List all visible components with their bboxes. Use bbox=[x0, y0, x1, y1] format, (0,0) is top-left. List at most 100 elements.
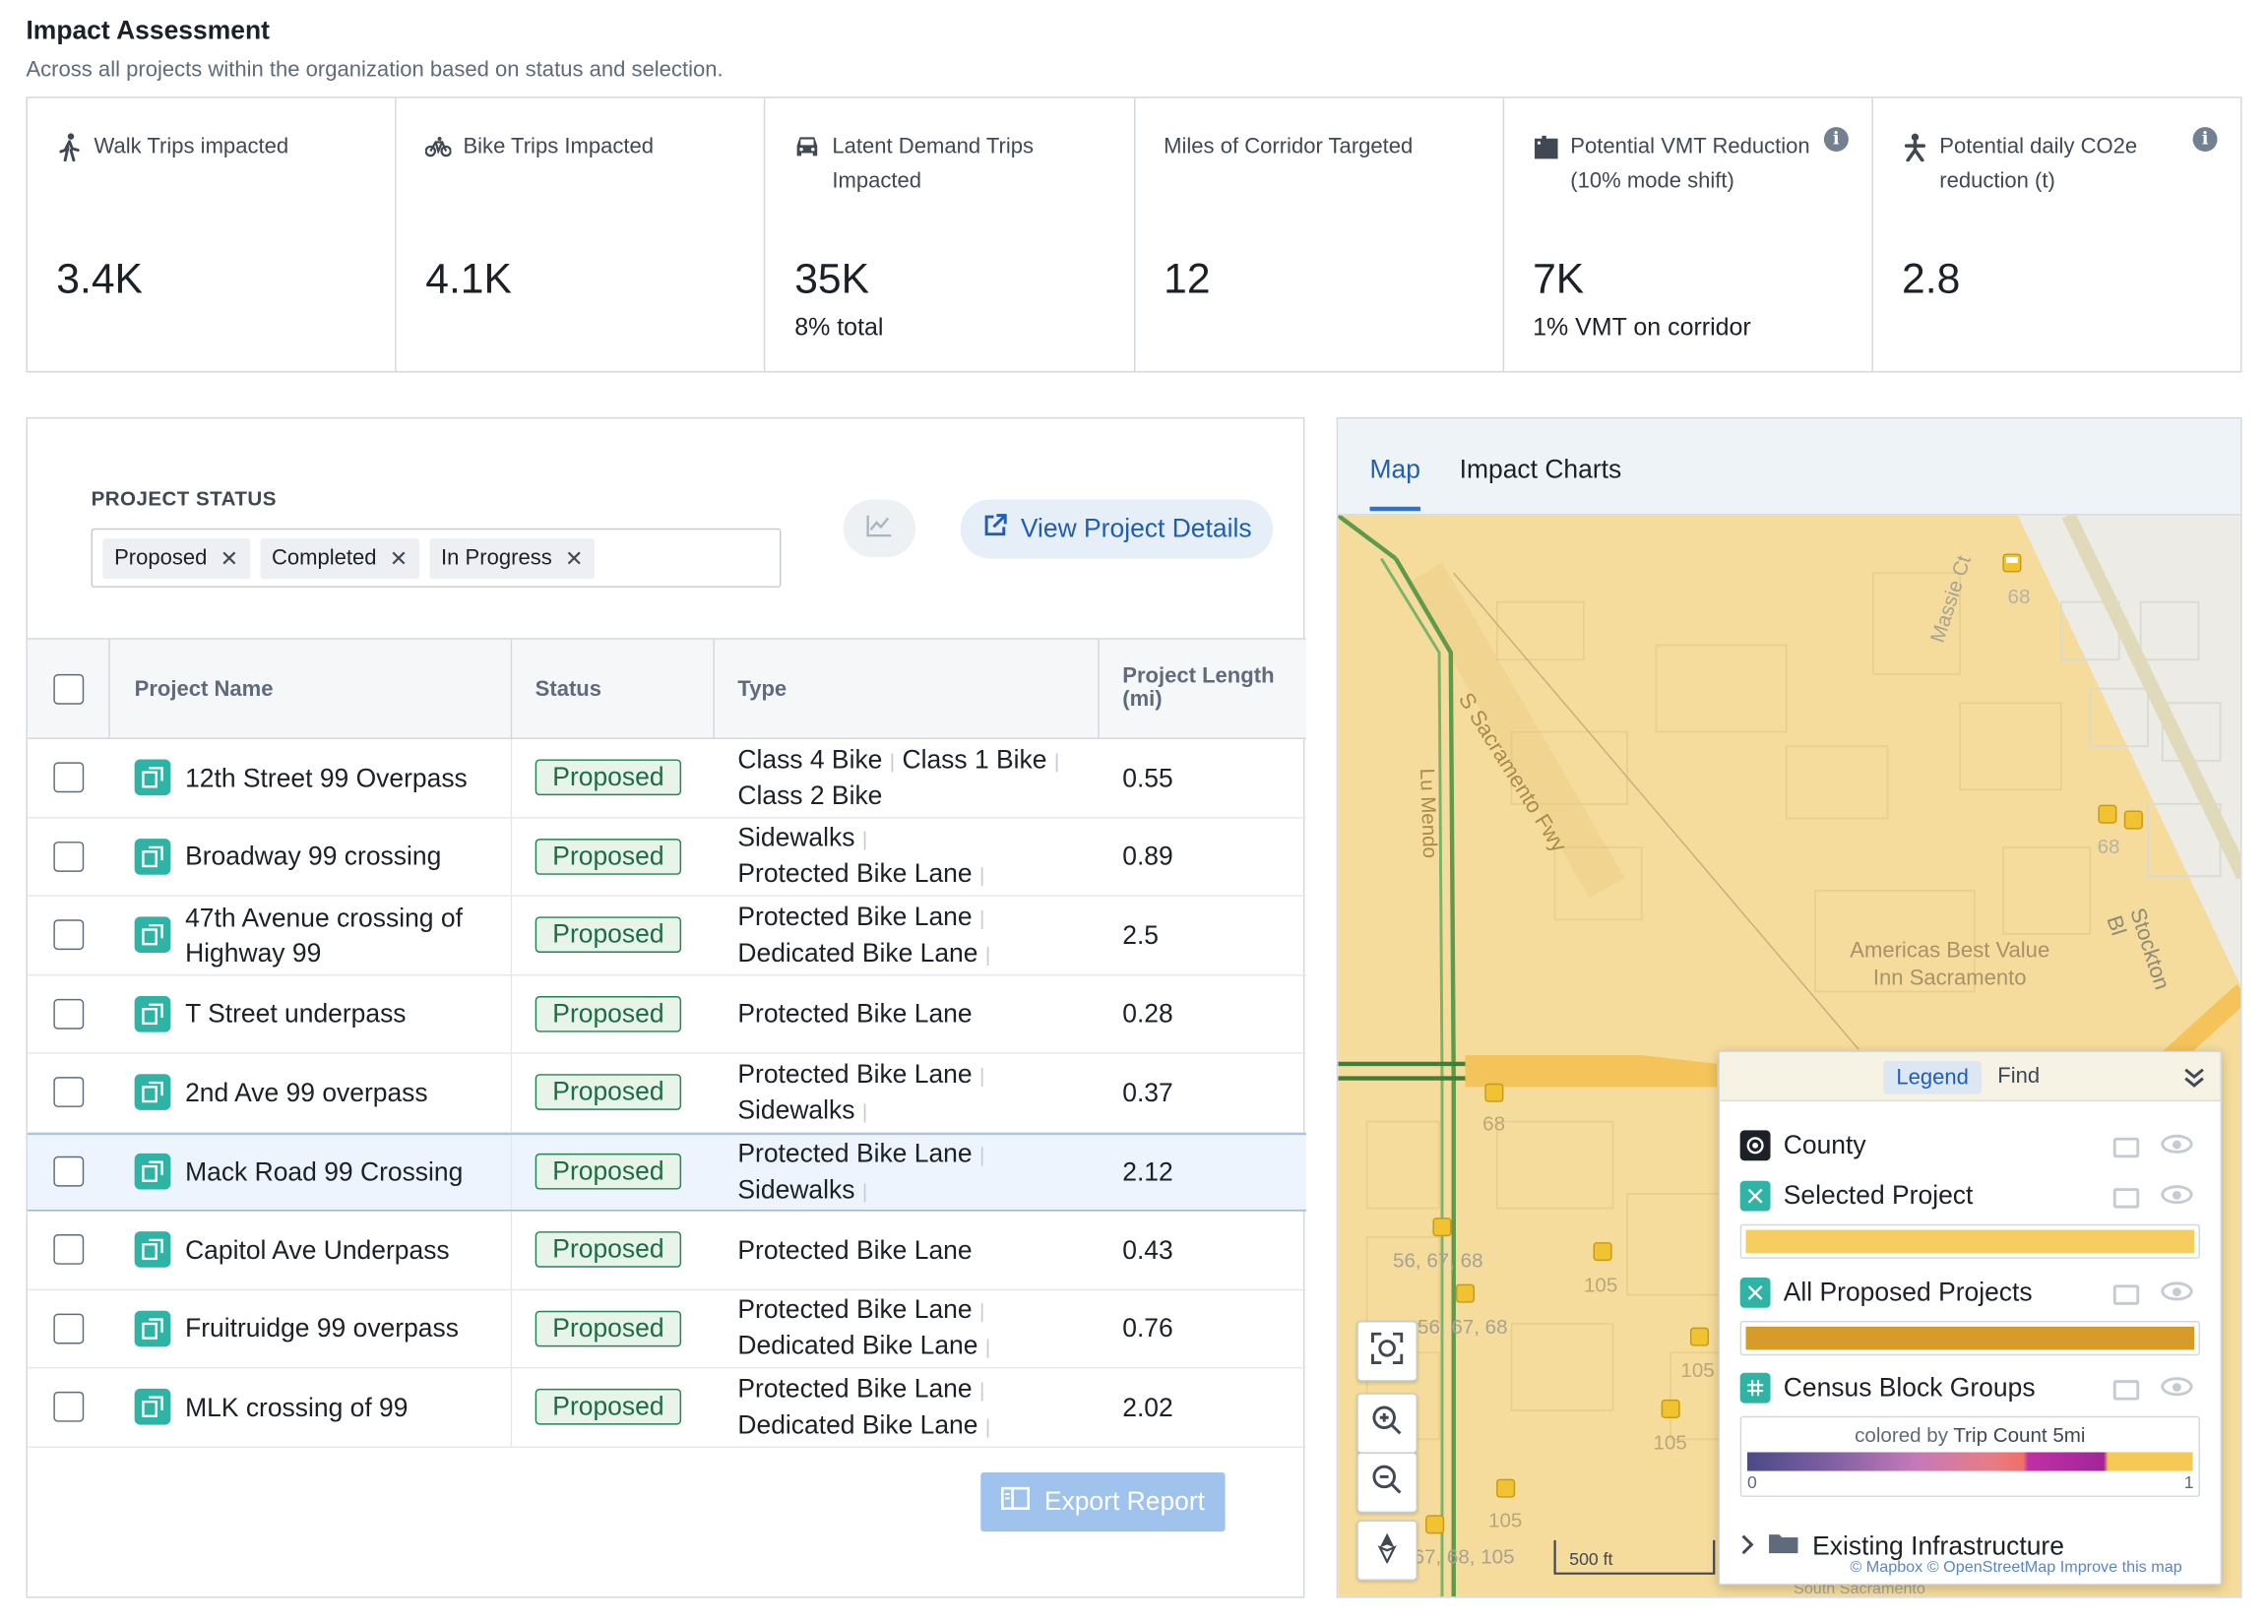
status-badge: Proposed bbox=[535, 1231, 682, 1269]
route-label: 105 bbox=[1653, 1430, 1687, 1454]
lock-icon[interactable] bbox=[2112, 1188, 2140, 1209]
active-tab-indicator bbox=[1369, 506, 1420, 512]
row-checkbox[interactable] bbox=[52, 998, 84, 1030]
table-row[interactable]: 2nd Ave 99 overpass Proposed Protected Bik… bbox=[27, 1053, 1306, 1133]
project-type: Sidewalks bbox=[737, 823, 855, 852]
project-length: 0.55 bbox=[1122, 763, 1173, 792]
tab-impact-charts[interactable]: Impact Charts bbox=[1459, 455, 1622, 484]
column-project-name[interactable]: Project Name bbox=[108, 639, 510, 738]
eye-icon[interactable] bbox=[2161, 1281, 2193, 1301]
row-checkbox[interactable] bbox=[52, 762, 84, 793]
table-row[interactable]: Fruitruidge 99 overpass Proposed Protected… bbox=[27, 1289, 1306, 1369]
table-row[interactable]: Capitol Ave Underpass Proposed Protected B… bbox=[27, 1211, 1306, 1290]
project-type: Protected Bike Lane bbox=[737, 902, 973, 931]
export-report-button[interactable]: Export Report bbox=[980, 1472, 1226, 1532]
row-checkbox[interactable] bbox=[52, 841, 84, 872]
fit-bounds-button[interactable] bbox=[1356, 1321, 1418, 1382]
eye-icon[interactable] bbox=[2161, 1134, 2193, 1154]
collapse-icon[interactable] bbox=[2182, 1065, 2206, 1095]
compass-button[interactable] bbox=[1356, 1520, 1418, 1582]
separator: | bbox=[984, 1336, 991, 1359]
project-name[interactable]: Fruitruidge 99 overpass bbox=[185, 1314, 459, 1343]
table-row[interactable]: Mack Road 99 Crossing Proposed Protected B… bbox=[27, 1132, 1306, 1212]
tab-find[interactable]: Find bbox=[1997, 1063, 2041, 1089]
project-name[interactable]: Mack Road 99 Crossing bbox=[185, 1156, 464, 1187]
project-type: Protected Bike Lane bbox=[737, 1373, 973, 1404]
bus-stop-icon[interactable] bbox=[1494, 1478, 1520, 1504]
info-icon[interactable]: i bbox=[1823, 127, 1849, 153]
project-name[interactable]: T Street underpass bbox=[185, 999, 407, 1029]
route-label: 68 bbox=[1482, 1111, 1506, 1135]
legend-layer-selected-project[interactable]: Selected Project bbox=[1739, 1178, 1973, 1213]
project-name[interactable]: 47th Avenue crossing of Highway 99 bbox=[185, 903, 463, 968]
legend-group-existing-infrastructure[interactable]: Existing Infrastructure bbox=[1740, 1529, 2064, 1563]
row-checkbox[interactable] bbox=[52, 919, 84, 951]
metrics-row: Walk Trips impacted 3.4K Bike Trips Impa… bbox=[26, 96, 2242, 373]
bus-stop-icon[interactable] bbox=[1454, 1283, 1480, 1309]
table-row[interactable]: MLK crossing of 99 Proposed Protected Bike… bbox=[27, 1368, 1306, 1448]
project-icon bbox=[134, 995, 171, 1032]
tab-legend[interactable]: Legend bbox=[1883, 1061, 1983, 1094]
project-type: Protected Bike Lane bbox=[737, 1235, 973, 1265]
separator: | bbox=[978, 863, 985, 887]
project-layer-icon bbox=[1739, 1277, 1771, 1308]
legend-layer-county[interactable]: County bbox=[1739, 1127, 1866, 1161]
project-name[interactable]: Capitol Ave Underpass bbox=[185, 1235, 450, 1265]
metric-note: 1% VMT on corridor bbox=[1533, 313, 1751, 342]
close-icon[interactable]: ✕ bbox=[564, 546, 584, 572]
table-row[interactable]: 47th Avenue crossing of Highway 99 Propos… bbox=[27, 896, 1306, 975]
separator: | bbox=[861, 827, 868, 851]
bus-stop-icon[interactable] bbox=[1430, 1217, 1456, 1242]
metric-latent-demand: Latent Demand Trips Impacted 35K 8% tota… bbox=[766, 97, 1135, 371]
table-row[interactable]: T Street underpass Proposed Protected Bike… bbox=[27, 974, 1306, 1054]
row-checkbox[interactable] bbox=[52, 1234, 84, 1266]
close-icon[interactable]: ✕ bbox=[220, 546, 239, 572]
column-status[interactable]: Status bbox=[510, 639, 714, 738]
legend-layer-census[interactable]: Census Block Groups bbox=[1739, 1370, 2036, 1405]
metric-co2e-reduction: Potential daily CO2e reduction (t) i 2.8 bbox=[1873, 98, 2240, 371]
column-type[interactable]: Type bbox=[713, 639, 1098, 738]
project-name[interactable]: Broadway 99 crossing bbox=[185, 842, 442, 871]
book-icon bbox=[1000, 1486, 1031, 1518]
tab-map[interactable]: Map bbox=[1369, 455, 1420, 484]
project-name[interactable]: MLK crossing of 99 bbox=[185, 1392, 409, 1422]
line-chart-icon bbox=[866, 513, 892, 543]
project-name[interactable]: 2nd Ave 99 overpass bbox=[185, 1078, 428, 1107]
row-checkbox[interactable] bbox=[52, 1077, 84, 1108]
map-attribution[interactable]: © Mapbox © OpenStreetMap Improve this ma… bbox=[1850, 1559, 2182, 1577]
select-all-checkbox[interactable] bbox=[52, 673, 84, 705]
status-filter-input[interactable]: Proposed ✕ Completed ✕ In Progress ✕ bbox=[91, 528, 782, 588]
walk-icon bbox=[56, 130, 82, 164]
close-icon[interactable]: ✕ bbox=[389, 546, 409, 572]
lock-icon[interactable] bbox=[2112, 1284, 2140, 1305]
zoom-in-button[interactable] bbox=[1356, 1393, 1418, 1454]
table-row[interactable]: Broadway 99 crossing Proposed Sidewalks | P… bbox=[27, 817, 1306, 897]
row-checkbox[interactable] bbox=[52, 1392, 84, 1423]
eye-icon[interactable] bbox=[2161, 1185, 2193, 1205]
legend-layer-all-proposed[interactable]: All Proposed Projects bbox=[1739, 1275, 2033, 1309]
map-canvas[interactable]: S Sacramento Fwy Lu Mendo Massie Ct Stoc… bbox=[1338, 515, 2241, 1597]
chart-toggle-button[interactable] bbox=[843, 499, 916, 558]
row-checkbox[interactable] bbox=[52, 1313, 84, 1344]
bus-stop-icon[interactable] bbox=[2000, 553, 2032, 585]
bus-stop-icon[interactable] bbox=[1423, 1515, 1449, 1540]
bus-stop-icon[interactable] bbox=[2096, 804, 2154, 836]
table-row[interactable]: 12th Street 99 Overpass Proposed Class 4 B… bbox=[27, 738, 1306, 818]
bus-stop-icon[interactable] bbox=[1482, 1083, 1508, 1108]
column-project-length[interactable]: Project Length (mi) bbox=[1098, 639, 1304, 738]
project-name[interactable]: 12th Street 99 Overpass bbox=[185, 763, 468, 792]
map-scale: 500 ft bbox=[1569, 1548, 1613, 1570]
lock-icon[interactable] bbox=[2112, 1137, 2140, 1158]
zoom-out-button[interactable] bbox=[1356, 1452, 1418, 1514]
bus-stop-icon[interactable] bbox=[1688, 1327, 1714, 1352]
bus-stop-icon[interactable] bbox=[1659, 1399, 1684, 1424]
lock-icon[interactable] bbox=[2112, 1380, 2140, 1401]
info-icon[interactable]: i bbox=[2192, 127, 2218, 153]
route-label: 68 bbox=[2007, 585, 2031, 608]
zoom-out-icon bbox=[1371, 1463, 1403, 1502]
eye-icon[interactable] bbox=[2161, 1377, 2193, 1397]
row-checkbox[interactable] bbox=[52, 1156, 84, 1187]
view-project-details-button[interactable]: View Project Details bbox=[960, 499, 1274, 559]
bus-stop-icon[interactable] bbox=[1591, 1241, 1616, 1267]
separator: | bbox=[978, 1063, 985, 1088]
